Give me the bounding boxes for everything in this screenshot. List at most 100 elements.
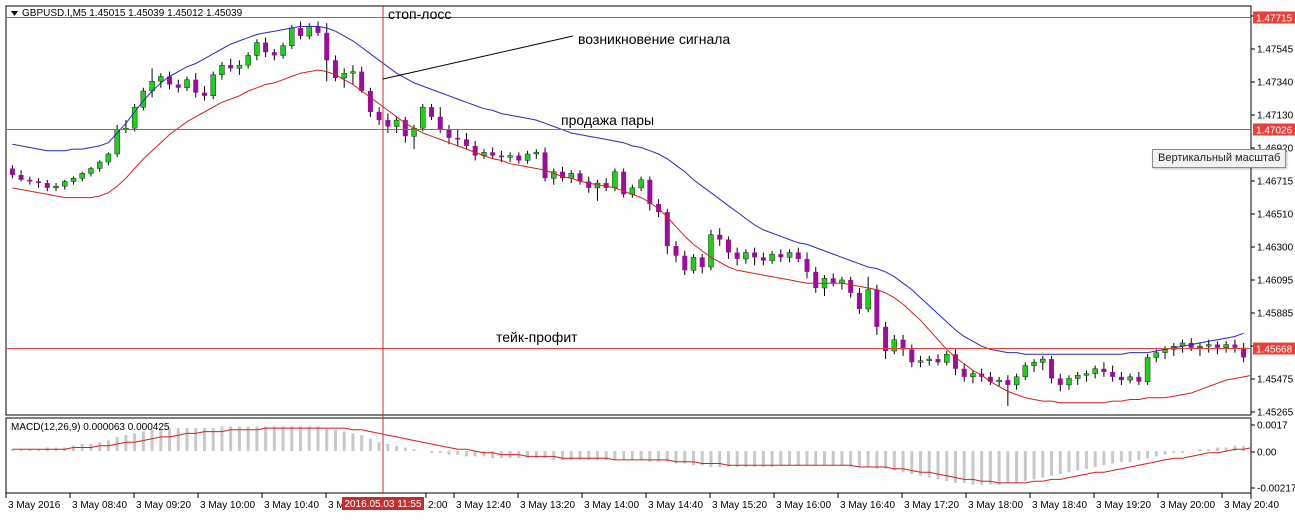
bear-candle-body [621,171,627,195]
candle [952,349,958,376]
time-tick-label: 3 May 12:40 [456,500,511,511]
time-tick-label: 3 May 18:00 [968,500,1023,511]
candle [1101,362,1107,377]
bull-candle-body [786,252,793,258]
candle [70,176,77,185]
price-tick-label: 1.47545 [1257,45,1294,56]
macd-indicator-pane[interactable] [5,417,1252,494]
bull-candle-body [210,74,216,97]
bear-candle-body [36,181,42,184]
bull-candle-body [420,106,426,129]
annotation-sell[interactable]: продажа пары [561,112,654,128]
candle [1136,372,1142,385]
time-tick-label: 3 May 17:20 [904,500,959,511]
bull-candle-body [280,45,286,56]
bull-candle-body [105,153,112,163]
time-axis[interactable]: 3 May 2016 3 May 08:40 3 May 09:20 3 May 10… [5,493,1279,511]
candle [734,247,740,266]
bear-candle-body [1049,359,1055,379]
candle [769,250,775,264]
price-tick-label: 1.46095 [1257,276,1294,287]
price-axis[interactable]: 1.477551.475451.473401.471301.469201.467… [1251,12,1294,419]
bear-candle-body [760,257,766,261]
time-tick-label: 3 May 16:00 [776,500,831,511]
bull-candle-body [393,119,400,127]
bull-candle-body [690,257,697,271]
main-chart-pane[interactable] [5,5,1252,416]
candle [1214,341,1220,355]
annotation-stop-loss[interactable]: стоп-лосс [388,6,451,22]
candle [245,52,251,69]
signal-trend-line[interactable] [382,35,574,80]
sell-price-label: 1.47026 [1256,126,1293,137]
bull-candle-body [1083,373,1090,376]
macd-tick-label: 0.0017 [1257,421,1288,432]
bull-candle-body [551,171,557,179]
candle [542,147,548,182]
bull-candle-body [131,106,138,129]
candle [560,166,566,182]
macd-axis[interactable]: 0.0017 0.00 -0.002175 [1251,421,1295,495]
bear-candle-body [656,204,662,213]
bear-candle-body [577,173,583,182]
candle [690,254,697,274]
bear-candle-body [429,107,435,117]
annotation-take-profit[interactable]: тейк-профит [496,329,578,345]
macd-header-label: MACD(12,26,9) 0.000063 0.000425 [11,422,170,433]
bull-candle-body [245,55,251,66]
candle [708,229,714,271]
bull-candle-body [926,358,932,361]
candle [1066,375,1072,390]
bull-candle-body [944,354,950,363]
bear-candle-body [359,71,365,91]
candle [760,252,766,266]
bull-candle-body [289,27,295,46]
bull-candle-body [1144,357,1151,382]
bear-candle-body [560,171,566,179]
candle [315,21,321,37]
candle [490,147,496,159]
candle [236,60,243,75]
take-profit-price-tag [1253,342,1295,355]
bull-candle-body [891,339,898,352]
bear-candle-body [725,239,731,253]
candle [926,355,932,366]
take-profit-price-label: 1.45668 [1256,345,1293,356]
bull-candle-body [769,253,775,261]
time-tick-label: 3 May 10:00 [200,500,255,511]
time-tick-label: 3 May 15:20 [712,500,767,511]
candle [533,149,540,159]
candle [271,48,277,61]
bear-candle-body [830,278,836,284]
candle [1118,372,1124,385]
candle [393,116,400,133]
bear-candle-body [848,279,854,293]
bear-candle-body [44,183,50,188]
collapse-triangle-icon[interactable] [11,11,18,16]
candle [987,372,993,385]
stop-loss-price-label: 1.47715 [1256,14,1293,25]
bull-candle-body [184,79,190,88]
time-tick-label: 2:00 [428,500,448,511]
candle [1057,373,1063,392]
candle [376,107,382,125]
bear-candle-body [472,145,478,156]
candle [280,42,286,59]
candle [44,179,50,192]
bull-candle-body [743,252,749,260]
bear-candle-body [1057,378,1063,385]
crosshair-time-tag [342,497,424,510]
annotation-signal[interactable]: возникновение сигнала [578,31,730,47]
candle [1075,372,1081,385]
bear-candle-body [18,174,24,180]
bear-candle-body [804,258,810,272]
candle [1197,342,1203,356]
bear-candle-body [271,52,277,56]
candle [516,152,522,164]
time-tick-label: 3 May 2016 [8,500,61,511]
bull-candle-body [1223,344,1229,348]
candle [446,124,452,145]
candle [158,73,164,88]
bear-candle-body [935,359,941,363]
